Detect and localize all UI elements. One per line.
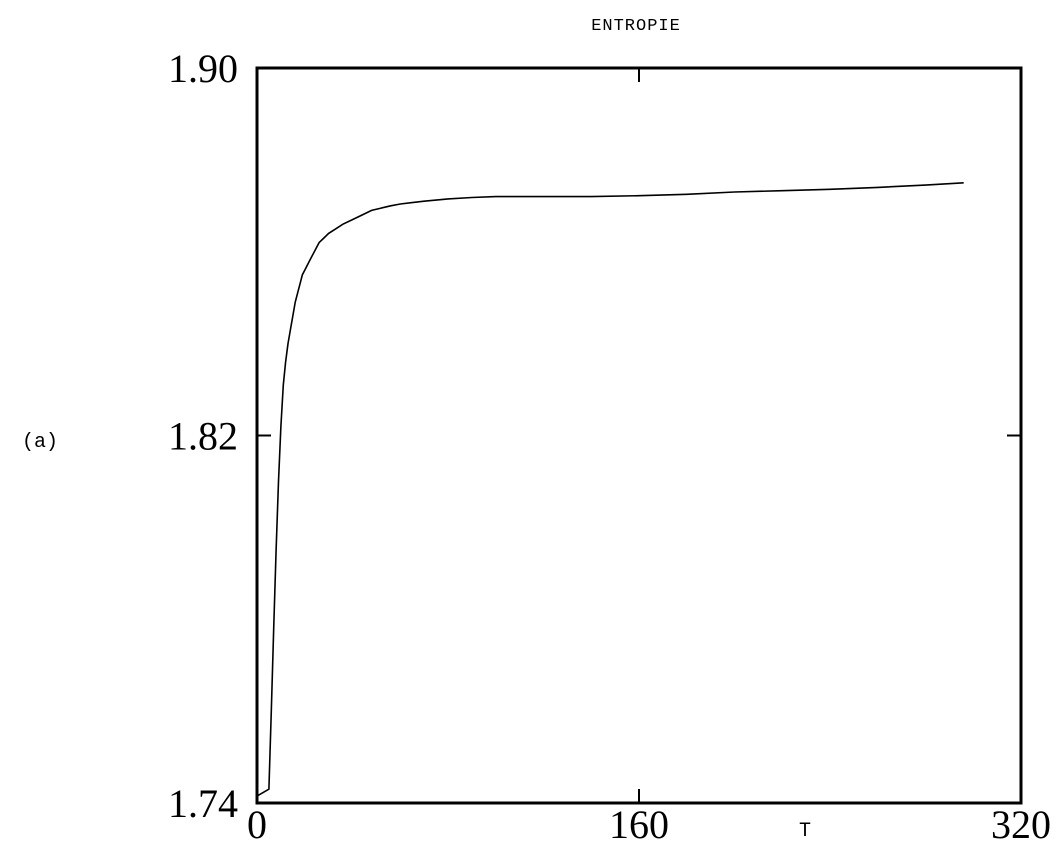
entropy-series-line: [256, 182, 964, 797]
y-tick-label: 1.74: [168, 781, 238, 826]
x-axis-label: T: [799, 820, 811, 843]
x-tick-labels: 0 160 320: [247, 802, 1051, 845]
x-tick-label: 160: [609, 802, 669, 845]
x-tick-label: 0: [247, 802, 267, 845]
y-tick-label: 1.82: [168, 414, 238, 459]
x-tick-label: 320: [991, 802, 1051, 845]
tick-marks: [257, 68, 1021, 803]
panel-label: (a): [22, 431, 58, 454]
chart-title: ENTROPIE: [591, 17, 681, 36]
y-tick-labels: 1.74 1.82 1.90: [168, 46, 238, 826]
plot-frame: [255, 66, 1023, 805]
y-tick-label: 1.90: [168, 46, 238, 91]
